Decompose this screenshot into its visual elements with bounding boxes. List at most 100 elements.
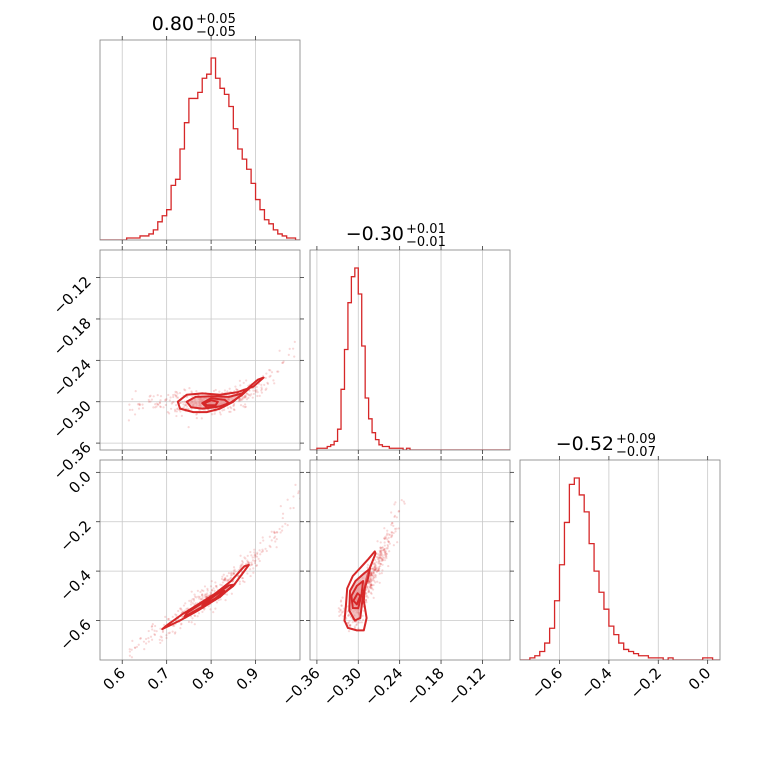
scatter-point bbox=[394, 501, 397, 504]
scatter-point bbox=[369, 586, 372, 589]
scatter-point bbox=[181, 401, 184, 404]
scatter-point bbox=[253, 556, 256, 559]
scatter-point bbox=[184, 602, 187, 605]
scatter-point bbox=[239, 564, 242, 568]
scatter-point bbox=[212, 587, 215, 590]
scatter-point bbox=[370, 572, 373, 575]
scatter-point bbox=[151, 622, 154, 626]
scatter-point bbox=[397, 510, 400, 513]
scatter-point bbox=[374, 568, 377, 571]
histogram-step-line bbox=[310, 267, 510, 450]
x-tick-labels-0: 0.6 0.7 0.8 0.9 bbox=[99, 664, 262, 694]
scatter-point bbox=[369, 574, 373, 577]
scatter-point bbox=[186, 405, 189, 408]
scatter-point bbox=[159, 395, 163, 398]
scatter-point bbox=[284, 522, 287, 525]
x-tick-label: −0.12 bbox=[444, 664, 489, 709]
scatter-point bbox=[215, 601, 219, 604]
scatter-point bbox=[256, 552, 259, 556]
scatter-point bbox=[297, 492, 300, 495]
scatter-point bbox=[147, 629, 150, 633]
scatter-point bbox=[288, 347, 291, 350]
y-tick-label: −0.24 bbox=[50, 355, 95, 400]
scatter-point bbox=[232, 566, 236, 569]
scatter-point bbox=[253, 553, 257, 556]
scatter-point bbox=[367, 580, 370, 583]
scatter-point bbox=[388, 533, 392, 536]
x-tick-labels-1: −0.36−0.30−0.24−0.18−0.12 bbox=[278, 664, 489, 709]
scatter-point bbox=[373, 568, 377, 572]
scatter-point bbox=[379, 546, 382, 549]
scatter-point bbox=[369, 576, 373, 579]
y-tick-label: −0.2 bbox=[56, 517, 94, 555]
scatter-point bbox=[201, 593, 204, 596]
scatter-point bbox=[294, 483, 297, 486]
scatter-point bbox=[368, 581, 371, 584]
scatter-point bbox=[376, 568, 380, 571]
scatter-point bbox=[159, 405, 162, 408]
scatter-point bbox=[386, 529, 389, 532]
scatter-point bbox=[151, 628, 154, 631]
scatter-point bbox=[378, 581, 381, 584]
scatter-point bbox=[203, 585, 207, 588]
scatter-point bbox=[281, 361, 284, 365]
scatter-point bbox=[174, 631, 177, 634]
scatter-point bbox=[376, 556, 380, 559]
scatter-point bbox=[365, 595, 368, 598]
scatter-point bbox=[188, 387, 191, 390]
scatter-point bbox=[190, 390, 193, 393]
scatter-point bbox=[255, 564, 258, 567]
scatter-point bbox=[243, 580, 246, 584]
scatter-point bbox=[348, 624, 351, 627]
scatter-point bbox=[254, 389, 257, 392]
scatter-point bbox=[379, 550, 382, 554]
scatter-panel-2-0 bbox=[96, 456, 304, 664]
scatter-point bbox=[159, 399, 162, 402]
scatter-point bbox=[385, 552, 389, 556]
scatter-point bbox=[377, 569, 380, 572]
scatter-point bbox=[384, 552, 387, 555]
scatter-point bbox=[210, 588, 214, 592]
scatter-point bbox=[264, 547, 267, 550]
scatter-point bbox=[155, 630, 158, 633]
scatter-point bbox=[246, 561, 249, 564]
scatter-point bbox=[243, 395, 246, 398]
scatter-point bbox=[249, 574, 252, 578]
scatter-point bbox=[221, 575, 224, 578]
scatter-point bbox=[380, 549, 383, 552]
scatter-point bbox=[248, 389, 251, 392]
scatter-point bbox=[253, 561, 257, 565]
scatter-point bbox=[373, 566, 377, 570]
scatter-point bbox=[196, 615, 199, 618]
scatter-point bbox=[273, 535, 277, 538]
scatter-point bbox=[371, 567, 374, 570]
scatter-point bbox=[195, 413, 198, 416]
scatter-point bbox=[256, 394, 259, 398]
scatter-point bbox=[230, 407, 233, 410]
scatter-point bbox=[174, 390, 177, 393]
scatter-point bbox=[249, 568, 252, 571]
scatter-point bbox=[143, 648, 146, 651]
scatter-point bbox=[164, 615, 167, 618]
scatter-point bbox=[204, 593, 207, 596]
scatter-point bbox=[383, 549, 386, 552]
scatter-point bbox=[190, 391, 193, 394]
x-tick-label: −0.4 bbox=[577, 664, 615, 702]
scatter-point bbox=[387, 540, 390, 544]
scatter-point bbox=[393, 503, 396, 506]
scatter-point bbox=[381, 569, 384, 572]
scatter-point bbox=[222, 578, 225, 582]
scatter-point bbox=[383, 548, 386, 551]
scatter-point bbox=[247, 396, 250, 399]
scatter-point bbox=[390, 511, 393, 514]
scatter-point bbox=[394, 530, 397, 533]
scatter-point bbox=[339, 600, 343, 603]
scatter-point bbox=[185, 403, 188, 406]
scatter-point bbox=[221, 581, 224, 584]
scatter-point bbox=[369, 578, 372, 582]
scatter-point bbox=[377, 569, 380, 572]
scatter-point bbox=[171, 615, 174, 618]
scatter-point bbox=[158, 638, 161, 641]
scatter-point bbox=[392, 544, 395, 547]
